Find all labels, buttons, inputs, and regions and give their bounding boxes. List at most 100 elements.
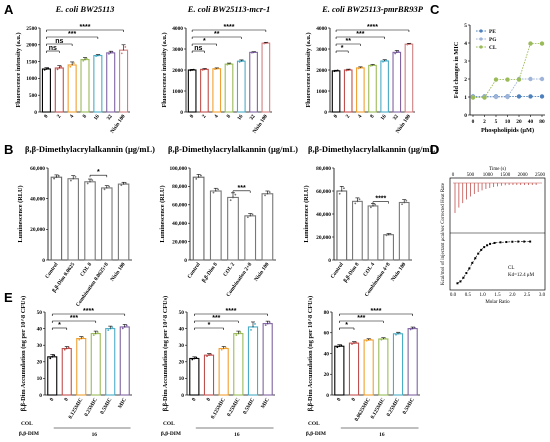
data-point — [354, 202, 357, 205]
y-tick-label: 1000 — [26, 76, 37, 82]
bar — [236, 60, 246, 113]
sig-label: **** — [83, 308, 94, 315]
isotherm-point — [486, 244, 489, 247]
sig-label: *** — [68, 31, 76, 38]
isotherm-point — [499, 241, 502, 244]
y-tick-label: 80 — [324, 310, 330, 316]
x-axis-title: Phospholipids (μM) — [481, 127, 534, 134]
y-tick-label: 10 — [179, 376, 185, 382]
x-tick-label: 32 — [106, 113, 114, 121]
data-point — [70, 179, 72, 182]
y-tick-label: 1000 — [172, 89, 183, 95]
data-point — [92, 334, 95, 336]
data-point — [105, 187, 108, 189]
x-tick-label: 0 — [63, 397, 70, 403]
series-point — [528, 94, 533, 99]
x-tick-label: 0 — [191, 397, 198, 403]
data-point — [82, 59, 85, 62]
sig-label: **** — [367, 24, 378, 31]
y-tick-label: 3 — [464, 59, 467, 65]
bar — [249, 51, 258, 113]
top-tick-label: 1000 — [483, 173, 494, 178]
data-point — [120, 52, 123, 55]
data-point — [220, 348, 223, 351]
data-point — [53, 354, 56, 357]
y-tick-label: 2000 — [26, 43, 37, 49]
bar — [383, 234, 394, 261]
sig-label: * — [345, 322, 348, 329]
x-tick-label: 5 — [495, 119, 498, 125]
data-point — [268, 321, 271, 324]
data-point — [74, 175, 77, 178]
x-tick-label: 0 — [351, 397, 358, 403]
y-tick-label: 1500 — [26, 59, 37, 65]
legend-marker — [479, 37, 483, 41]
bar — [187, 69, 197, 113]
isotherm-point — [523, 240, 526, 243]
top-tick-label: 1500 — [500, 173, 511, 178]
data-point — [395, 333, 397, 336]
data-point — [250, 329, 252, 331]
row-label-col: COL — [163, 421, 175, 427]
chart-b2: β,β-Dimethylacrylalkannin (μg/mL) 0 20,000… — [159, 144, 298, 298]
y-tick-label: 20,000 — [30, 227, 45, 233]
x-tick-label: 0.5 — [465, 293, 472, 298]
x-tick-label: 2 — [201, 113, 208, 119]
bar — [105, 328, 116, 396]
isotherm-point — [468, 267, 471, 270]
bar — [262, 323, 273, 396]
data-point — [351, 343, 353, 345]
bar — [76, 338, 87, 396]
bar — [348, 342, 360, 396]
data-point — [401, 203, 403, 206]
sig-label: * — [203, 38, 206, 45]
bar — [392, 51, 402, 113]
x-tick-label: COL 2 — [222, 261, 236, 277]
bar — [218, 347, 229, 396]
y-tick-label: 20 — [37, 360, 43, 366]
bar — [203, 354, 215, 396]
y-tick-label: 10 — [37, 376, 43, 382]
x-tick-label: COL 4 — [362, 261, 376, 277]
data-point — [254, 323, 256, 325]
bar — [352, 200, 363, 261]
chart-a2: E. coli BW25113-mcr-1 0 1000 2000 3000 4000 Fl… — [161, 4, 272, 135]
chart-title: E. coli BW25113 — [55, 4, 116, 14]
legend-label: PE — [489, 29, 496, 35]
data-point — [357, 67, 360, 70]
x-tick-label: 0 — [206, 397, 213, 403]
isotherm-point — [465, 272, 468, 275]
bar — [398, 201, 410, 261]
data-point — [201, 68, 204, 71]
y-axis-title: Luminescence (RLU) — [303, 185, 310, 242]
y-axis-title: β,β-Dim Accumulation (ng per 10^8 CFUs) — [307, 296, 314, 411]
data-point — [405, 199, 408, 202]
panel-letter-e: E — [4, 290, 13, 305]
series-point — [516, 77, 522, 82]
bar — [233, 333, 244, 396]
y-tick-label: 60 — [324, 331, 330, 337]
y-tick-label: 20,000 — [172, 239, 187, 245]
y-axis-title: Fluorescence intensity (a.u.) — [305, 32, 312, 107]
legend-label: CL — [489, 45, 497, 51]
data-point — [43, 68, 46, 71]
data-point — [56, 68, 59, 71]
data-point — [85, 57, 88, 60]
x-tick-label: 0 — [43, 113, 50, 119]
data-point — [200, 174, 202, 177]
row-label-col: COL — [308, 421, 320, 427]
x-tick-label: 0 — [189, 113, 196, 119]
data-point — [49, 357, 52, 360]
x-tick-label: 1.5 — [494, 293, 501, 298]
y-tick-label: 40,000 — [316, 212, 331, 218]
isotherm-point — [489, 242, 492, 245]
data-point — [217, 188, 220, 191]
sig-label: *** — [357, 315, 365, 322]
y-axis-title: Kcal/mol of injectant μcal/sec Corrected… — [441, 182, 446, 285]
bar — [117, 183, 130, 261]
data-point — [235, 334, 238, 336]
chart-a1: E. coli BW25113 0 500 1000 1500 2000 2500 Fluor… — [15, 4, 130, 135]
x-tick-label: 0.25MIC — [386, 397, 402, 418]
data-point — [238, 61, 241, 63]
data-point — [239, 331, 242, 333]
